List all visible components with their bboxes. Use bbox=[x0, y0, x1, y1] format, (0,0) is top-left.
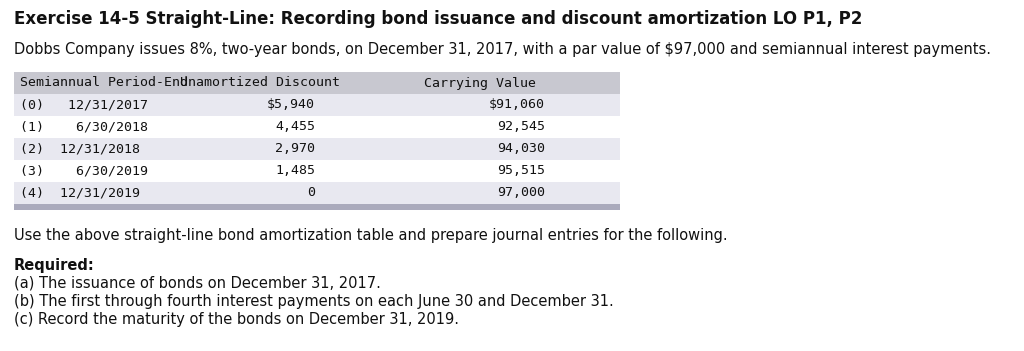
Text: 92,545: 92,545 bbox=[497, 120, 545, 133]
Text: (4)  12/31/2019: (4) 12/31/2019 bbox=[20, 186, 140, 199]
Text: 95,515: 95,515 bbox=[497, 165, 545, 178]
Text: 94,030: 94,030 bbox=[497, 143, 545, 155]
Text: (a) The issuance of bonds on December 31, 2017.: (a) The issuance of bonds on December 31… bbox=[14, 276, 381, 291]
Text: Unamortized Discount: Unamortized Discount bbox=[180, 77, 340, 90]
Text: Carrying Value: Carrying Value bbox=[424, 77, 536, 90]
Bar bbox=[14, 160, 620, 182]
Bar bbox=[14, 204, 620, 210]
Text: 0: 0 bbox=[307, 186, 315, 199]
Bar bbox=[14, 94, 620, 116]
Text: (1)    6/30/2018: (1) 6/30/2018 bbox=[20, 120, 148, 133]
Text: (0)   12/31/2017: (0) 12/31/2017 bbox=[20, 99, 148, 112]
Bar bbox=[14, 116, 620, 138]
Text: Dobbs Company issues 8%, two-year bonds, on December 31, 2017, with a par value : Dobbs Company issues 8%, two-year bonds,… bbox=[14, 42, 991, 57]
Text: 1,485: 1,485 bbox=[275, 165, 315, 178]
Bar bbox=[14, 182, 620, 204]
Bar bbox=[14, 72, 620, 94]
Text: $91,060: $91,060 bbox=[489, 99, 545, 112]
Text: 2,970: 2,970 bbox=[275, 143, 315, 155]
Text: $5,940: $5,940 bbox=[267, 99, 315, 112]
Text: 97,000: 97,000 bbox=[497, 186, 545, 199]
Text: 4,455: 4,455 bbox=[275, 120, 315, 133]
Text: (2)  12/31/2018: (2) 12/31/2018 bbox=[20, 143, 140, 155]
Text: (c) Record the maturity of the bonds on December 31, 2019.: (c) Record the maturity of the bonds on … bbox=[14, 312, 459, 327]
Text: (3)    6/30/2019: (3) 6/30/2019 bbox=[20, 165, 148, 178]
Bar bbox=[14, 138, 620, 160]
Text: Required:: Required: bbox=[14, 258, 95, 273]
Text: Use the above straight-line bond amortization table and prepare journal entries : Use the above straight-line bond amortiz… bbox=[14, 228, 728, 243]
Text: Exercise 14-5 Straight-Line: Recording bond issuance and discount amortization L: Exercise 14-5 Straight-Line: Recording b… bbox=[14, 10, 862, 28]
Text: Semiannual Period-End: Semiannual Period-End bbox=[20, 77, 188, 90]
Text: (b) The first through fourth interest payments on each June 30 and December 31.: (b) The first through fourth interest pa… bbox=[14, 294, 613, 309]
